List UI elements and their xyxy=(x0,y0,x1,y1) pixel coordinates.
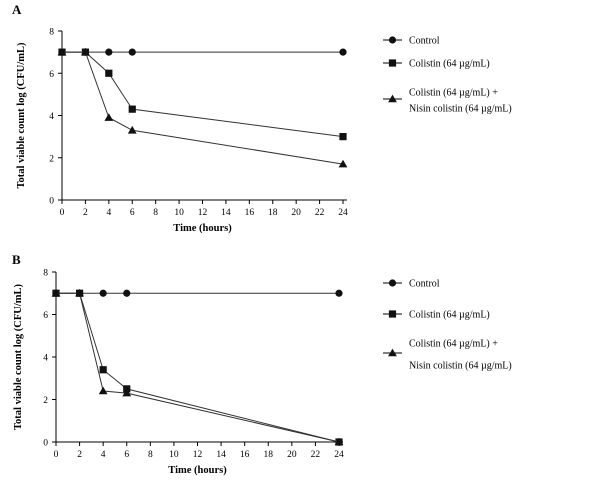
legend-marker xyxy=(388,310,397,318)
data-point xyxy=(99,366,107,374)
x-tick-label: 4 xyxy=(101,450,106,460)
legend-label-line2: Nisin colistin (64 µg/mL) xyxy=(409,361,512,372)
data-point xyxy=(51,288,61,297)
legend-item: Colistin (64 µg/mL) xyxy=(383,59,490,70)
x-tick-label: 12 xyxy=(198,208,208,218)
series-square xyxy=(58,48,347,141)
y-tick-label: 4 xyxy=(49,112,54,122)
legend-label: Control xyxy=(409,279,440,290)
x-tick-label: 2 xyxy=(77,450,82,460)
legend-marker xyxy=(388,36,397,44)
y-tick-label: 6 xyxy=(49,70,54,80)
data-point xyxy=(75,288,84,297)
data-point xyxy=(339,48,347,56)
x-tick-label: 0 xyxy=(60,208,65,218)
x-tick-label: 4 xyxy=(106,208,111,218)
legend-label: Colistin (64 µg/mL) xyxy=(409,59,490,70)
data-point xyxy=(338,159,348,168)
data-point xyxy=(105,69,113,77)
x-tick-label: 0 xyxy=(54,450,59,460)
x-tick-label: 6 xyxy=(130,208,135,218)
panel-letter: B xyxy=(12,252,21,267)
legend-item: Colistin (64 µg/mL) + Nisin colistin (64 … xyxy=(383,88,512,115)
x-tick-label: 12 xyxy=(193,450,203,460)
series-line xyxy=(56,292,340,443)
data-point xyxy=(81,47,90,56)
legend-label: Colistin (64 µg/mL) + xyxy=(409,88,498,99)
y-tick-label: 6 xyxy=(43,311,48,321)
data-point xyxy=(57,47,67,56)
series-triangle xyxy=(51,288,344,446)
y-axis-label: Total viable count log (CFU/mL) xyxy=(13,283,24,430)
legend-label: Colistin (64 µg/mL) xyxy=(409,310,490,321)
y-tick-label: 8 xyxy=(49,28,54,38)
legend-label: Colistin (64 µg/mL) + xyxy=(409,339,498,350)
x-axis-label: Time (hours) xyxy=(173,223,232,234)
x-tick-label: 16 xyxy=(245,208,255,218)
data-point xyxy=(122,388,132,397)
x-tick-label: 18 xyxy=(268,208,278,218)
x-tick-label: 10 xyxy=(174,208,184,218)
legend-label-line2: Nisin colistin (64 µg/mL) xyxy=(409,104,512,115)
panel-letter: A xyxy=(12,2,22,17)
y-tick-label: 0 xyxy=(49,197,54,207)
series-line xyxy=(62,51,344,138)
y-tick-label: 8 xyxy=(43,269,48,279)
legend-marker xyxy=(388,59,397,67)
y-tick-label: 0 xyxy=(43,439,48,449)
data-point xyxy=(339,133,347,141)
data-point xyxy=(128,48,136,56)
legend-item: Control xyxy=(383,36,440,47)
x-tick-label: 24 xyxy=(334,450,344,460)
legend-label: Control xyxy=(409,36,440,47)
x-tick-label: 22 xyxy=(311,450,321,460)
data-point xyxy=(334,437,344,446)
data-point xyxy=(98,386,108,395)
y-axis-label: Total viable count log (CFU/mL) xyxy=(16,42,27,189)
data-point xyxy=(127,125,137,134)
legend-item: Colistin (64 µg/mL) xyxy=(383,310,490,321)
data-point xyxy=(105,48,113,56)
data-point xyxy=(123,289,131,297)
x-tick-label: 18 xyxy=(264,450,274,460)
x-tick-label: 8 xyxy=(148,450,153,460)
data-point xyxy=(335,289,343,297)
x-axis-label: Time (hours) xyxy=(168,465,227,476)
series-circle xyxy=(52,289,343,297)
x-tick-label: 22 xyxy=(315,208,325,218)
legend-item: Control xyxy=(383,279,440,290)
series-circle xyxy=(58,48,347,56)
x-tick-label: 20 xyxy=(287,450,297,460)
legend-marker xyxy=(388,94,397,103)
y-tick-label: 2 xyxy=(49,154,54,164)
legend-item: Colistin (64 µg/mL) + Nisin colistin (64 … xyxy=(383,339,512,372)
x-tick-label: 8 xyxy=(153,208,158,218)
x-tick-label: 16 xyxy=(240,450,250,460)
x-tick-label: 14 xyxy=(216,450,226,460)
x-tick-label: 6 xyxy=(124,450,129,460)
legend-marker xyxy=(388,348,397,357)
x-tick-label: 2 xyxy=(83,208,88,218)
x-tick-label: 10 xyxy=(169,450,179,460)
data-point xyxy=(128,105,136,113)
x-tick-label: 20 xyxy=(291,208,301,218)
data-point xyxy=(99,289,107,297)
legend-marker xyxy=(388,279,397,287)
data-point xyxy=(104,113,114,121)
series-triangle xyxy=(57,47,348,168)
series-line xyxy=(56,292,340,443)
y-tick-label: 4 xyxy=(43,354,48,364)
series-square xyxy=(52,289,343,446)
y-tick-label: 2 xyxy=(43,396,48,406)
x-tick-label: 14 xyxy=(221,208,231,218)
x-tick-label: 24 xyxy=(338,208,348,218)
